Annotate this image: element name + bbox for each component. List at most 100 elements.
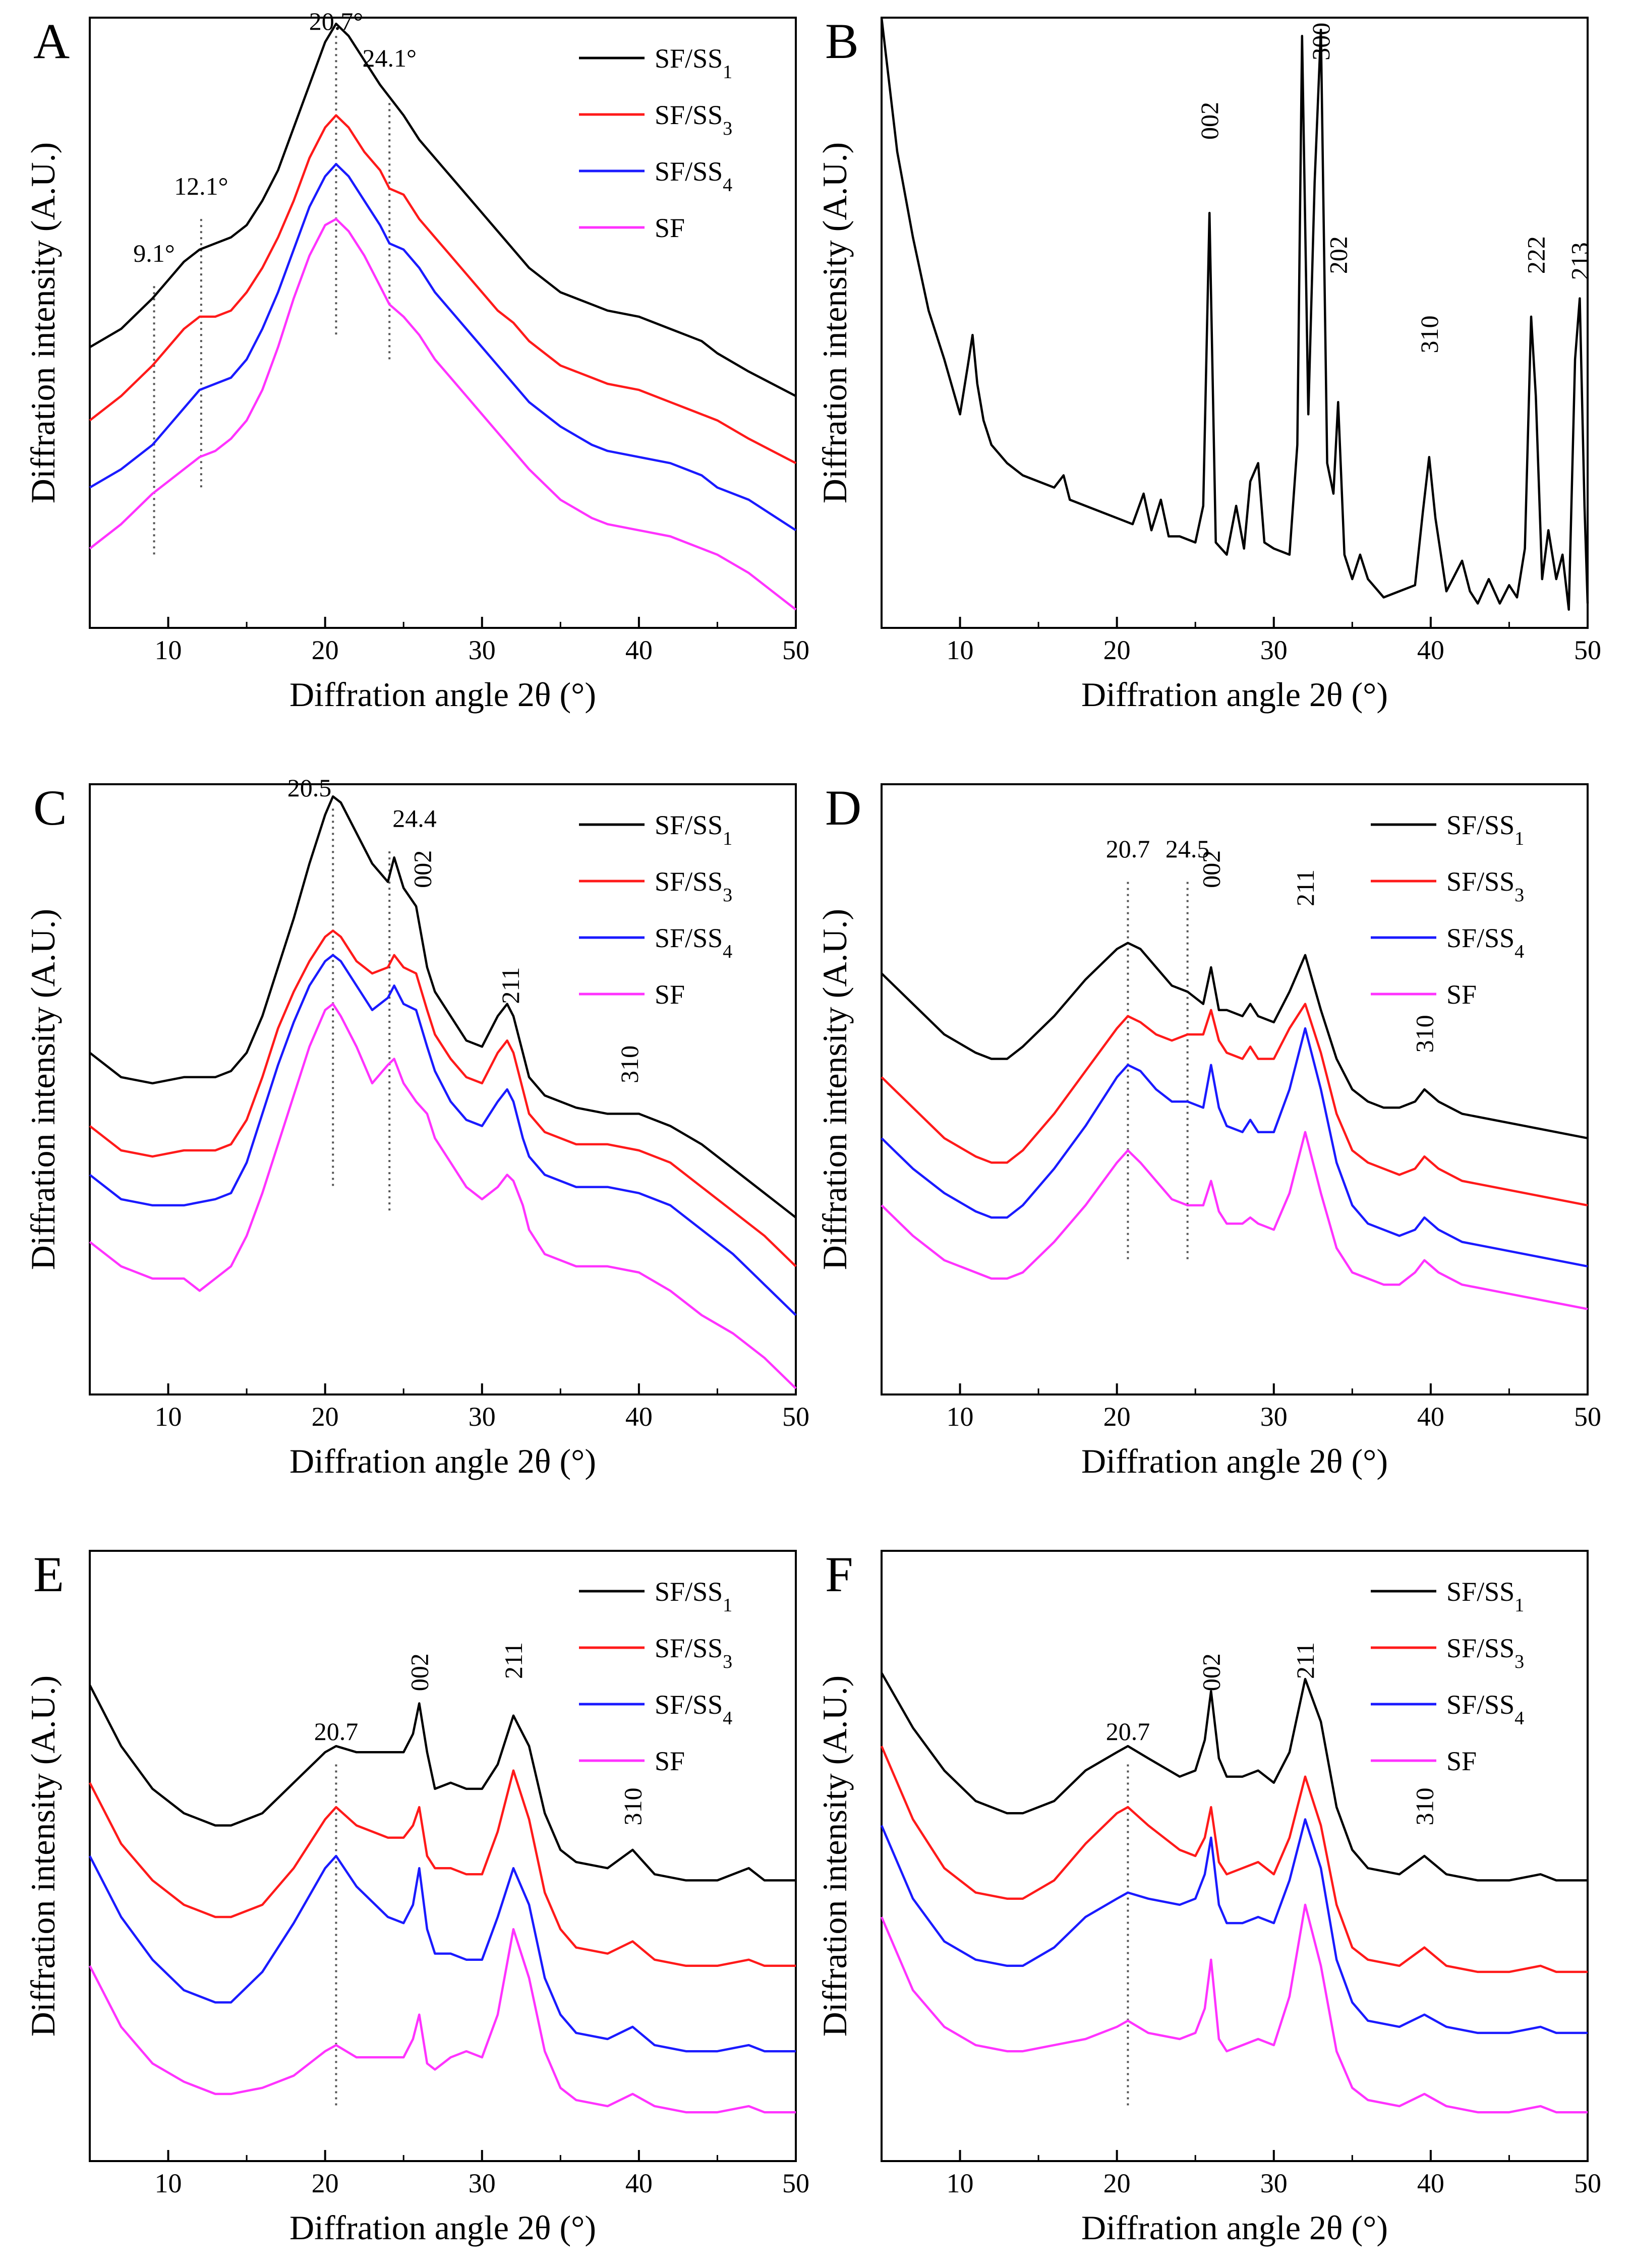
x-tick-label: 30 — [1260, 635, 1288, 665]
panel-A: 10 20 30 40 50 Diffration angle 2θ (°) Diffrat… — [24, 7, 809, 714]
legend-label: SF/SS1 — [655, 43, 732, 83]
legend-label: SF — [1446, 1746, 1477, 1776]
legend-label: SF/SS3 — [655, 866, 732, 906]
panel-letter: C — [33, 780, 67, 836]
series-line-sf-ss1 — [89, 795, 797, 1218]
x-tick-label: 40 — [1417, 2168, 1444, 2198]
series-line-sf — [89, 218, 797, 611]
y-axis-title: Diffration intensity (A.U.) — [815, 1675, 854, 2037]
legend-label: SF/SS4 — [1446, 1690, 1524, 1729]
x-axis-title: Diffration angle 2θ (°) — [1081, 1442, 1388, 1480]
legend-label: SF/SS1 — [1446, 1577, 1524, 1616]
legend-label: SF — [655, 1746, 685, 1776]
x-tick-label: 20 — [312, 635, 339, 665]
x-tick-label: 10 — [947, 2168, 974, 2198]
peak-label: 002 — [1197, 1653, 1225, 1691]
legend-label: SF/SS4 — [655, 1690, 732, 1729]
legend-label: SF/SS1 — [1446, 810, 1524, 849]
peak-label: 222 — [1522, 236, 1550, 274]
peak-label: 211 — [1291, 869, 1319, 906]
series-line-ha — [880, 17, 1589, 611]
plot-frame — [89, 17, 797, 629]
legend-label: SF/SS3 — [1446, 1633, 1524, 1672]
y-axis-title: Diffration intensity (A.U.) — [24, 909, 62, 1270]
series-line-sf — [880, 1903, 1588, 2114]
peak-label: 24.4 — [392, 804, 437, 833]
series-line-sf-ss3 — [89, 929, 797, 1267]
x-tick-label: 10 — [947, 635, 974, 665]
series-line-sf — [89, 1003, 797, 1389]
x-tick-label: 50 — [1574, 1402, 1601, 1432]
peak-label: 310 — [1410, 1788, 1438, 1826]
y-axis-title: Diffration intensity (A.U.) — [815, 142, 854, 503]
x-axis-title: Diffration angle 2θ (°) — [289, 2208, 596, 2247]
x-tick-label: 30 — [1260, 2168, 1288, 2198]
plot-frame — [881, 1550, 1589, 2162]
peak-label: 310 — [1410, 1015, 1438, 1053]
peak-label: 002 — [409, 850, 437, 888]
panel-letter: F — [825, 1546, 853, 1602]
y-axis-title: Diffration intensity (A.U.) — [24, 142, 62, 503]
series-line-sf-ss4 — [89, 954, 797, 1316]
legend-label: SF/SS1 — [655, 1577, 732, 1616]
x-tick-label: 10 — [155, 1402, 182, 1432]
panel-letter: D — [825, 780, 861, 836]
x-axis-title: Diffration angle 2θ (°) — [289, 1442, 596, 1480]
panel-F: 10 20 30 40 50 Diffration angle 2θ (°) Diffrat… — [815, 1546, 1601, 2247]
series-line-sf-ss3 — [880, 1746, 1588, 1973]
legend-label: SF/SS3 — [655, 100, 732, 139]
peak-label: 213 — [1565, 242, 1594, 280]
plot-frame — [881, 17, 1589, 629]
peak-label: 211 — [496, 967, 524, 1004]
x-tick-label: 50 — [782, 635, 809, 665]
y-axis-title: Diffration intensity (A.U.) — [815, 909, 854, 1270]
x-tick-label: 40 — [1417, 635, 1444, 665]
panel-E: 10 20 30 40 50 Diffration angle 2θ (°) Diffrat… — [24, 1546, 809, 2247]
legend-label: SF/SS4 — [655, 923, 732, 962]
x-tick-label: 20 — [1103, 635, 1131, 665]
x-tick-label: 20 — [1103, 1402, 1131, 1432]
peak-label: 002 — [1197, 850, 1225, 888]
series-line-sf-ss1 — [881, 942, 1588, 1140]
series-line-sf — [881, 1131, 1588, 1310]
series-line-sf-ss4 — [881, 1027, 1588, 1268]
x-axis-title: Diffration angle 2θ (°) — [289, 675, 596, 714]
panel-C: 10 20 30 40 50 Diffration angle 2θ (°) Diffrat… — [24, 774, 809, 1480]
peak-label: 24.1° — [362, 44, 417, 72]
series-line-sf-ss4 — [880, 1818, 1588, 2034]
series-line-sf-ss3 — [89, 114, 797, 464]
series-line-sf-ss1 — [881, 1672, 1588, 1882]
series-line-sf-ss1 — [89, 22, 797, 397]
x-tick-label: 40 — [625, 1402, 653, 1432]
peak-label: 202 — [1324, 236, 1352, 274]
x-tick-label: 50 — [782, 1402, 809, 1432]
peak-label: 20.7 — [1106, 1717, 1150, 1746]
x-tick-label: 40 — [1417, 1402, 1444, 1432]
x-tick-label: 20 — [1103, 2168, 1131, 2198]
plot-frame — [89, 783, 797, 1395]
series-line-sf-ss3 — [881, 1003, 1588, 1207]
x-tick-label: 40 — [625, 2168, 653, 2198]
legend-label: SF — [1446, 979, 1477, 1010]
x-tick-label: 30 — [469, 2168, 496, 2198]
y-axis-title: Diffration intensity (A.U.) — [24, 1675, 62, 2037]
peak-label: 310 — [618, 1788, 647, 1826]
series-line-sf-ss4 — [89, 163, 797, 532]
peak-label: 20.5 — [287, 774, 332, 802]
x-tick-label: 20 — [312, 2168, 339, 2198]
series-line-sf-ss4 — [88, 1854, 796, 2053]
peak-label: 9.1° — [133, 239, 175, 267]
peak-label: 002 — [1195, 102, 1223, 140]
x-axis-title: Diffration angle 2θ (°) — [1081, 2208, 1388, 2247]
x-tick-label: 30 — [469, 1402, 496, 1432]
series-line-sf-ss3 — [88, 1769, 796, 1967]
legend-label: SF/SS3 — [1446, 866, 1524, 906]
peak-label: 211 — [499, 1642, 528, 1679]
legend-label: SF/SS4 — [655, 156, 732, 196]
x-tick-label: 20 — [312, 1402, 339, 1432]
series-line-sf-ss1 — [88, 1684, 796, 1882]
x-tick-label: 50 — [1574, 2168, 1601, 2198]
x-tick-label: 30 — [469, 635, 496, 665]
x-tick-label: 30 — [1260, 1402, 1288, 1432]
panel-letter: E — [33, 1546, 64, 1602]
